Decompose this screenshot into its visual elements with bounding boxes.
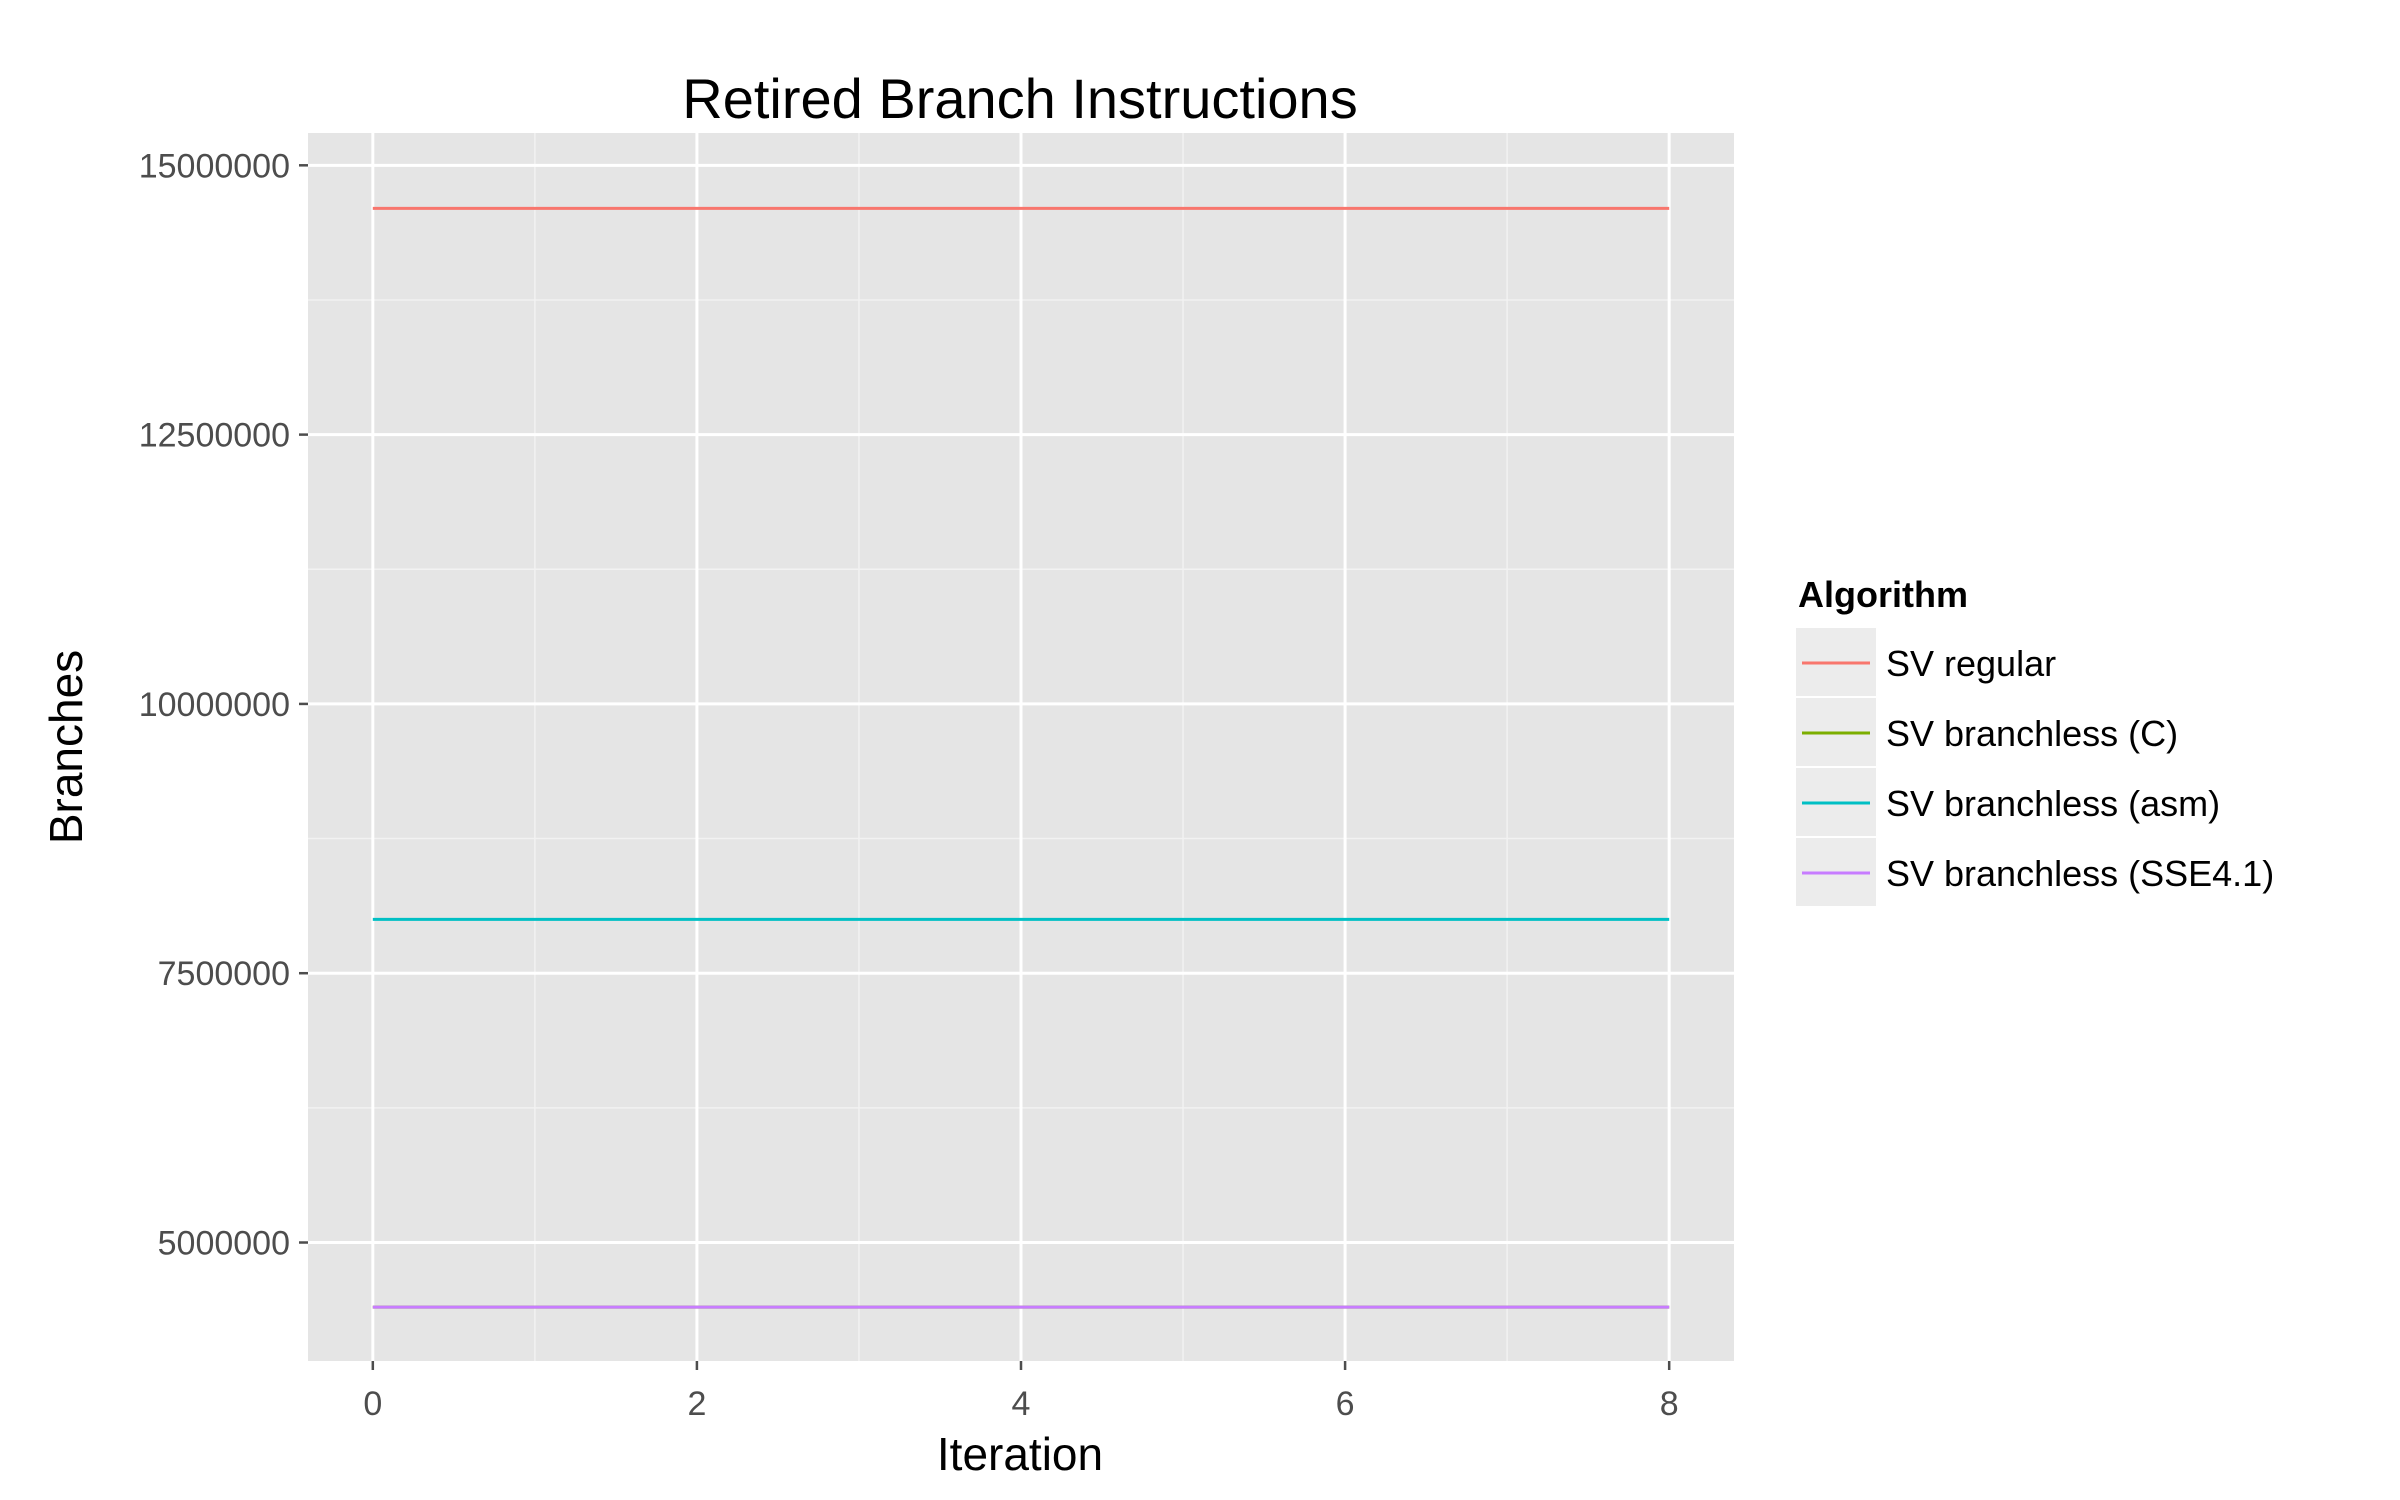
y-axis-tick-labels: 5000000 7500000 10000000 12500000 15000000 [139, 147, 290, 1262]
major-gridlines [308, 133, 1734, 1361]
x-tick-label: 4 [1012, 1385, 1031, 1423]
y-tick-label: 10000000 [139, 686, 290, 724]
chart-title: Retired Branch Instructions [682, 67, 1357, 130]
y-tick-label: 5000000 [158, 1225, 290, 1263]
axis-ticks [299, 164, 1671, 1370]
series-lines [372, 206, 1670, 1309]
y-tick-label: 15000000 [139, 147, 290, 185]
legend-label: SV branchless (C) [1886, 713, 2178, 754]
legend-label: SV branchless (asm) [1886, 783, 2220, 824]
x-axis-tick-labels: 0 2 4 6 8 [363, 1385, 1678, 1423]
legend-title: Algorithm [1798, 574, 1968, 615]
x-tick-label: 2 [687, 1385, 706, 1423]
x-tick-label: 6 [1336, 1385, 1355, 1423]
y-tick-label: 12500000 [139, 417, 290, 455]
legend-label: SV branchless (SSE4.1) [1886, 853, 2274, 894]
x-tick-label: 0 [363, 1385, 382, 1423]
legend-label: SV regular [1886, 643, 2056, 684]
x-tick-label: 8 [1660, 1385, 1679, 1423]
legend: Algorithm SV regular SV branchless (C) SV … [1796, 574, 2274, 906]
x-axis-title: Iteration [937, 1428, 1103, 1480]
y-axis-title: Branches [40, 650, 92, 844]
y-tick-label: 7500000 [158, 955, 290, 993]
